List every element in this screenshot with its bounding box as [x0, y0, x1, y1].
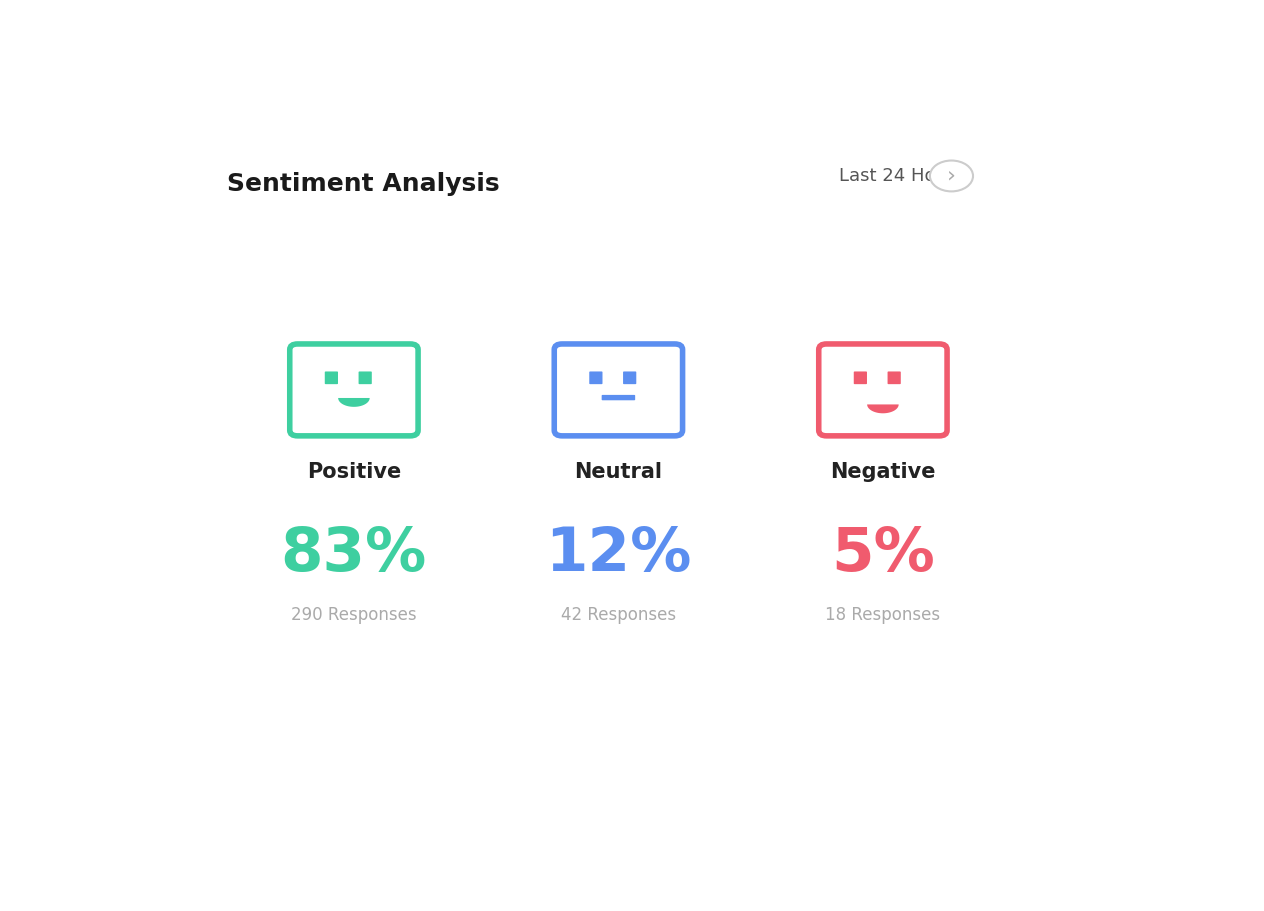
Text: Positive: Positive — [307, 462, 401, 482]
Polygon shape — [867, 404, 899, 414]
Text: 42 Responses: 42 Responses — [561, 606, 676, 624]
Text: 12%: 12% — [545, 525, 691, 584]
Circle shape — [930, 160, 973, 191]
Text: Negative: Negative — [830, 462, 935, 482]
Text: 83%: 83% — [281, 525, 427, 584]
Text: 290 Responses: 290 Responses — [291, 606, 417, 624]
Text: ›: › — [947, 166, 956, 186]
Text: Last 24 Hours: Last 24 Hours — [839, 167, 963, 185]
Text: Neutral: Neutral — [574, 462, 662, 482]
FancyBboxPatch shape — [623, 372, 636, 384]
Text: 5%: 5% — [830, 525, 935, 584]
Text: 18 Responses: 18 Responses — [825, 606, 940, 624]
FancyBboxPatch shape — [554, 344, 683, 435]
Polygon shape — [339, 398, 369, 407]
Text: Sentiment Analysis: Sentiment Analysis — [226, 172, 499, 197]
FancyBboxPatch shape — [602, 394, 636, 400]
FancyBboxPatch shape — [887, 372, 901, 384]
FancyBboxPatch shape — [819, 344, 947, 435]
FancyBboxPatch shape — [853, 372, 867, 384]
FancyBboxPatch shape — [289, 344, 418, 435]
FancyBboxPatch shape — [589, 372, 603, 384]
FancyBboxPatch shape — [359, 372, 372, 384]
FancyBboxPatch shape — [325, 372, 337, 384]
